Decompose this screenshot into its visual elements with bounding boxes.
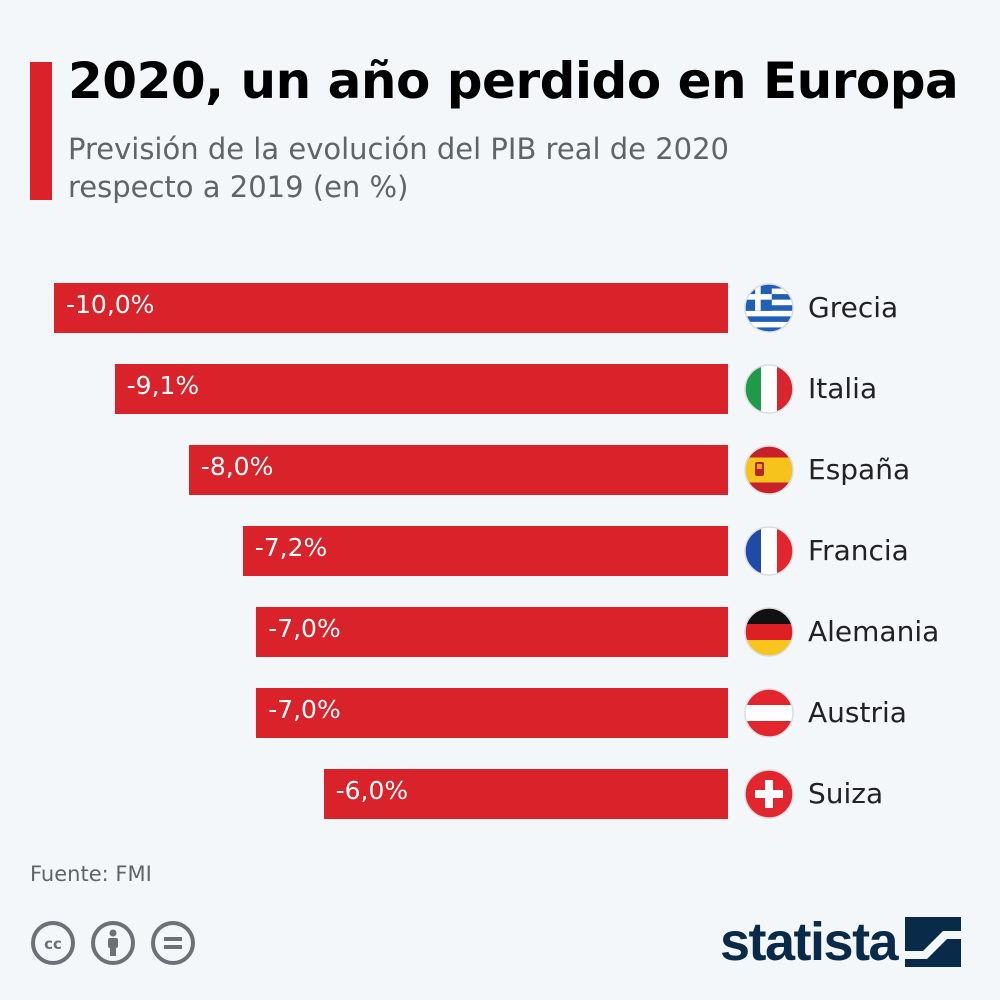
chart-subtitle: Previsión de la evolución del PIB real d… — [68, 132, 729, 204]
country-label: España — [808, 453, 911, 486]
bar-suiza: -6,0% — [323, 769, 728, 819]
source-note: Fuente: FMI — [30, 862, 152, 886]
country-label: Suiza — [808, 777, 884, 810]
italy-flag-icon — [744, 364, 794, 414]
country-label: Francia — [808, 534, 909, 567]
title-accent-bar — [30, 62, 52, 200]
germany-flag-icon — [744, 607, 794, 657]
no-derivatives-icon[interactable] — [150, 920, 196, 966]
bar-value-label: -9,1% — [126, 371, 200, 400]
austria-flag-icon — [744, 688, 794, 738]
statista-mark-icon — [905, 917, 962, 967]
bar-francia: -7,2% — [242, 526, 728, 576]
bar-value-label: -10,0% — [66, 290, 155, 319]
bar-austria: -7,0% — [256, 688, 728, 738]
bar-value-label: -7,0% — [268, 614, 341, 643]
country-label: Austria — [808, 696, 907, 729]
attribution-icon[interactable] — [90, 920, 136, 966]
bar-value-label: -7,0% — [268, 695, 341, 724]
chart-title: 2020, un año perdido en Europa — [68, 52, 959, 110]
switzerland-flag-icon — [744, 769, 794, 819]
bar-value-label: -7,2% — [254, 533, 328, 562]
france-flag-icon — [744, 526, 794, 576]
country-label: Grecia — [808, 291, 899, 324]
country-label: Italia — [808, 372, 878, 405]
bar-españa: -8,0% — [188, 445, 728, 495]
brand-name: statista — [720, 912, 899, 972]
svg-text:cc: cc — [44, 935, 62, 953]
country-label: Alemania — [808, 615, 940, 648]
spain-flag-icon — [744, 445, 794, 495]
bar-alemania: -7,0% — [256, 607, 728, 657]
bar-italia: -9,1% — [114, 364, 728, 414]
bar-grecia: -10,0% — [54, 283, 728, 333]
bar-value-label: -8,0% — [200, 452, 274, 481]
greece-flag-icon — [744, 283, 794, 333]
bar-value-label: -6,0% — [335, 776, 409, 805]
cc-icon[interactable]: cc — [30, 920, 76, 966]
statista-logo[interactable]: statista — [720, 912, 962, 972]
